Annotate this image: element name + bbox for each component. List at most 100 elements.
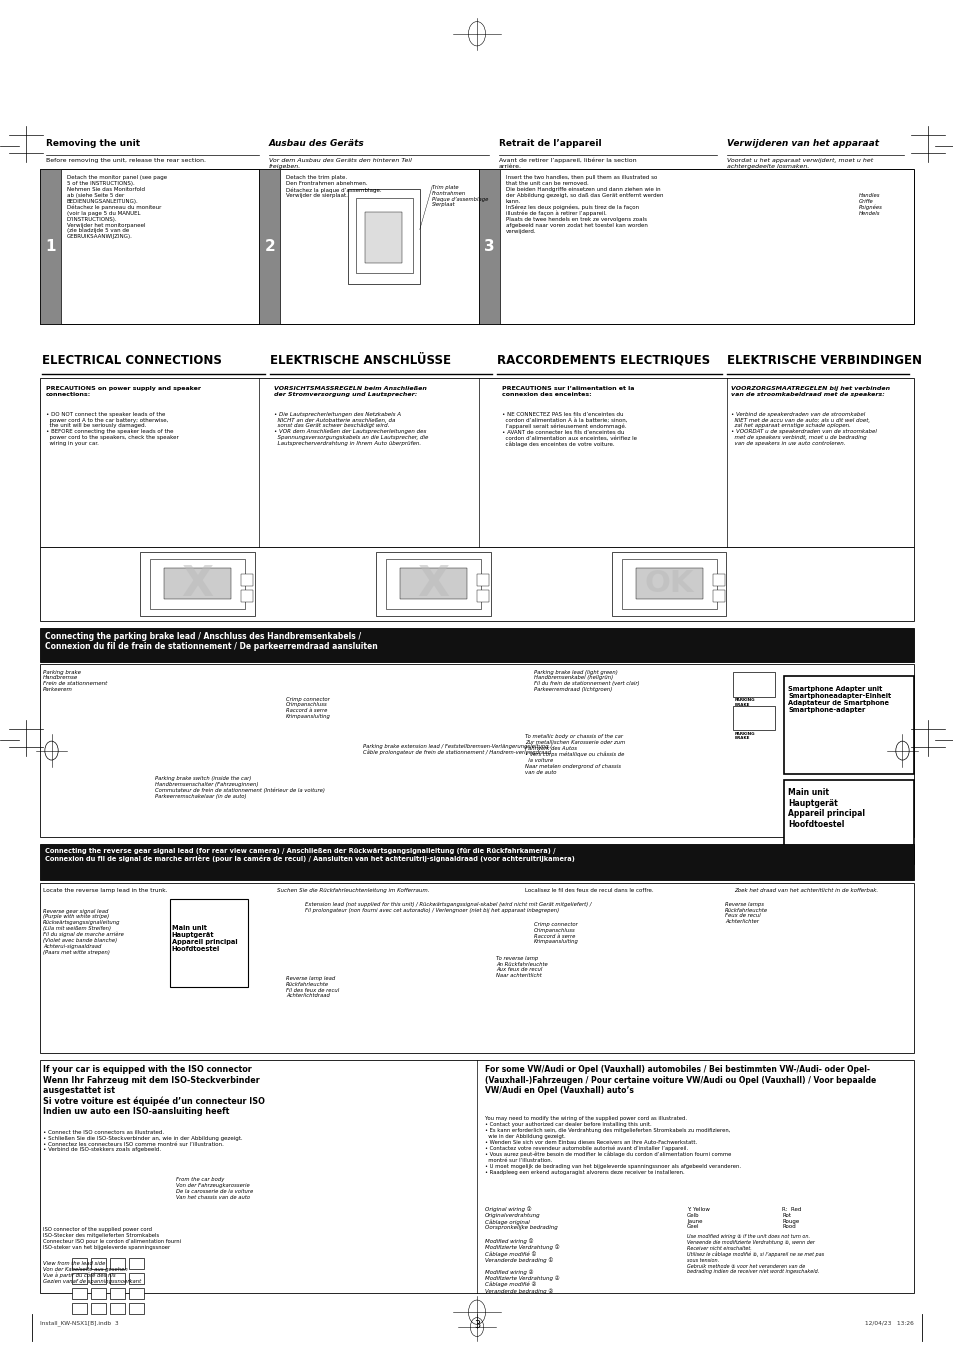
Text: Reverse lamps
Rückfahrleuchte
Feux de recul
Achterlichter: Reverse lamps Rückfahrleuchte Feux de re… <box>724 902 767 925</box>
Bar <box>348 189 419 284</box>
Bar <box>150 559 245 609</box>
Bar <box>40 169 61 324</box>
Bar <box>110 1273 125 1284</box>
Text: R:  Red
Rot
Rouge
Rood: R: Red Rot Rouge Rood <box>781 1207 801 1230</box>
Bar <box>476 590 488 602</box>
Bar <box>241 590 253 602</box>
Bar <box>476 574 488 586</box>
Text: PARKING
BRAKE: PARKING BRAKE <box>734 732 754 740</box>
Text: 2: 2 <box>264 239 275 254</box>
Text: Connecting the reverse gear signal lead (for rear view camera) / Anschließen der: Connecting the reverse gear signal lead … <box>45 848 574 863</box>
Text: Parking brake
Handbremse
Frein de stationnement
Parkeerem: Parking brake Handbremse Frein de statio… <box>43 670 107 693</box>
Text: Extension lead (not supplied for this unit) / Rückwärtsgangssignal-skabel (wird : Extension lead (not supplied for this un… <box>305 902 591 913</box>
Text: Handles
Griffe
Poignées
Hendels: Handles Griffe Poignées Hendels <box>858 193 882 216</box>
Bar <box>71 1288 87 1299</box>
Bar <box>129 1258 144 1269</box>
Text: ELEKTRISCHE VERBINDINGEN: ELEKTRISCHE VERBINDINGEN <box>726 354 921 367</box>
Text: Reverse gear signal lead
(Purple with white stripe)
Rückwärtsgangssignalleitung
: Reverse gear signal lead (Purple with wh… <box>43 909 124 954</box>
Bar <box>110 1258 125 1269</box>
Text: Locate the reverse lamp lead in the trunk.: Locate the reverse lamp lead in the trun… <box>43 888 168 894</box>
Bar <box>621 559 717 609</box>
Bar <box>91 1258 106 1269</box>
Text: Install_KW-NSX1[B].indb  3: Install_KW-NSX1[B].indb 3 <box>40 1320 118 1326</box>
Text: ELEKTRISCHE ANSCHLÜSSE: ELEKTRISCHE ANSCHLÜSSE <box>270 354 451 367</box>
Text: 12/04/23   13:26: 12/04/23 13:26 <box>864 1320 913 1326</box>
Text: VORSICHTSMASSREGELN beim Anschließen
der Stromversorgung und Lautsprecher:: VORSICHTSMASSREGELN beim Anschließen der… <box>274 386 426 397</box>
Text: Voordat u het apparaat verwijdert, moet u het
achtergedeelte losmaken.: Voordat u het apparaat verwijdert, moet … <box>726 158 872 169</box>
Text: For some VW/Audi or Opel (Vauxhall) automobiles / Bei bestimmten VW-/Audi- oder : For some VW/Audi or Opel (Vauxhall) auto… <box>484 1065 875 1095</box>
Bar <box>71 1273 87 1284</box>
Bar <box>732 672 774 697</box>
Bar <box>375 552 490 616</box>
Bar <box>40 664 913 837</box>
Bar <box>399 568 466 599</box>
Bar <box>478 169 499 324</box>
Text: Reverse lamp lead
Rückfahrleuchte
Fil des feux de recul
Achterlichtdraad: Reverse lamp lead Rückfahrleuchte Fil de… <box>286 976 339 999</box>
Text: Main unit
Hauptgerät
Appareil principal
Hoofdtoestel: Main unit Hauptgerät Appareil principal … <box>787 788 864 829</box>
Text: Verwijderen van het apparaat: Verwijderen van het apparaat <box>726 139 878 148</box>
Text: If your car is equipped with the ISO connector
Wenn Ihr Fahrzeug mit dem ISO-Ste: If your car is equipped with the ISO con… <box>43 1065 265 1116</box>
Text: PRECAUTIONS sur l’alimentation et la
connexion des enceintes:: PRECAUTIONS sur l’alimentation et la con… <box>501 386 634 397</box>
Bar <box>783 780 913 864</box>
Text: • DO NOT connect the speaker leads of the
  power cord A to the car battery; oth: • DO NOT connect the speaker leads of th… <box>46 412 178 446</box>
Text: To metallic body or chassis of the car
Zur metallischen Karosserie oder zum
Fahr: To metallic body or chassis of the car Z… <box>524 734 624 775</box>
Bar <box>164 568 231 599</box>
Text: Y: Yellow
Gelb
Jaune
Geel: Y: Yellow Gelb Jaune Geel <box>686 1207 709 1230</box>
Text: Suchen Sie die Rückfahrleuchtenleitung im Kofferraum.: Suchen Sie die Rückfahrleuchtenleitung i… <box>276 888 429 894</box>
Bar <box>40 844 913 880</box>
Text: Parking brake switch (inside the car)
Handbremsenschalter (Fahrzeuginnen)
Commut: Parking brake switch (inside the car) Ha… <box>154 776 324 799</box>
Bar <box>129 1273 144 1284</box>
Text: Modified wiring ①
Modifizierte Verdrahtung ①
Câblage modifié ①
Veranderde bedrad: Modified wiring ① Modifizierte Verdrahtu… <box>484 1238 558 1264</box>
Text: Removing the unit: Removing the unit <box>46 139 140 148</box>
Text: PARKING
BRAKE: PARKING BRAKE <box>734 698 754 706</box>
Bar <box>170 899 248 987</box>
Bar <box>129 1288 144 1299</box>
Bar <box>91 1303 106 1314</box>
Bar <box>713 574 724 586</box>
Text: You may need to modify the wiring of the supplied power cord as illustrated.
• C: You may need to modify the wiring of the… <box>484 1116 740 1174</box>
Bar <box>783 676 913 774</box>
Text: 3: 3 <box>483 239 495 254</box>
Text: Crimp connector
Crimpanschluss
Raccord à serre
Krimpaansluiting: Crimp connector Crimpanschluss Raccord à… <box>534 922 578 945</box>
Bar <box>40 1060 913 1293</box>
Bar <box>636 568 702 599</box>
Text: X: X <box>181 563 213 605</box>
Bar <box>71 1303 87 1314</box>
Text: VOORZORGSMAATREGELEN bij het verbinden
van de stroomkabeldraad met de speakers:: VOORZORGSMAATREGELEN bij het verbinden v… <box>730 386 889 397</box>
Text: PRECAUTIONS on power supply and speaker
connections:: PRECAUTIONS on power supply and speaker … <box>46 386 200 397</box>
Text: ELECTRICAL CONNECTIONS: ELECTRICAL CONNECTIONS <box>42 354 222 367</box>
Text: Original wiring ①
Originalverdrahtung
Câblage original
Oorspronkelijke bedrading: Original wiring ① Originalverdrahtung Câ… <box>484 1207 557 1230</box>
Bar <box>40 378 913 547</box>
Text: 1: 1 <box>45 239 56 254</box>
Bar <box>40 883 913 1053</box>
Bar <box>365 212 401 263</box>
Text: Detach the trim plate.
Den Frontrahmen abnehmen.
Détachez la plaque d’assemblage: Detach the trim plate. Den Frontrahmen a… <box>286 176 381 198</box>
Text: • Die Lautsprecherleitungen des Netzkabels A
  NICHT an der Autobatterie anschli: • Die Lautsprecherleitungen des Netzkabe… <box>274 412 428 446</box>
Bar <box>91 1273 106 1284</box>
Text: OK: OK <box>644 570 693 598</box>
Text: To reverse lamp
An Rückfahrleuchte
Aux feux de recul
Naar achteritlicht: To reverse lamp An Rückfahrleuchte Aux f… <box>496 956 547 979</box>
Text: View from the lead side
Von der Kabelseite aus gesehen
Vue à partir du côté des : View from the lead side Von der Kabelsei… <box>43 1261 141 1284</box>
Text: Vor dem Ausbau des Geräts den hinteren Teil
freigeben.: Vor dem Ausbau des Geräts den hinteren T… <box>269 158 412 169</box>
Text: Retrait de l’appareil: Retrait de l’appareil <box>498 139 601 148</box>
Bar <box>355 198 413 273</box>
Bar <box>110 1303 125 1314</box>
Text: Ausbau des Geräts: Ausbau des Geräts <box>269 139 364 148</box>
Text: • Connect the ISO connectors as illustrated.
• Schließen Sie die ISO-Steckverbin: • Connect the ISO connectors as illustra… <box>43 1130 242 1153</box>
Text: Trim plate
Frontrahmen
Plaque d’assemblage
Sierplaat: Trim plate Frontrahmen Plaque d’assembla… <box>432 185 488 208</box>
Text: Avant de retirer l’appareil, libérer la section
arrière.: Avant de retirer l’appareil, libérer la … <box>498 158 636 169</box>
Bar <box>385 559 480 609</box>
Bar <box>259 169 280 324</box>
Text: Use modified wiring ② if the unit does not turn on.
Verwende die modifizierte Ve: Use modified wiring ② if the unit does n… <box>686 1234 823 1274</box>
Text: Crimp connector
Crimpanschluss
Raccord à serre
Krimpaansluiting: Crimp connector Crimpanschluss Raccord à… <box>286 697 331 720</box>
Bar <box>71 1258 87 1269</box>
Text: Insert the two handles, then pull them as illustrated so
that the unit can be re: Insert the two handles, then pull them a… <box>505 176 662 234</box>
Text: Smartphone Adapter unit
Smartphoneadapter-Einheit
Adaptateur de Smartphone
Smart: Smartphone Adapter unit Smartphoneadapte… <box>787 686 890 713</box>
Text: Before removing the unit, release the rear section.: Before removing the unit, release the re… <box>46 158 206 163</box>
Text: Zoek het draad van het achteritlicht in de kofferbak.: Zoek het draad van het achteritlicht in … <box>734 888 878 894</box>
Bar <box>129 1303 144 1314</box>
Bar <box>713 590 724 602</box>
Bar <box>140 552 254 616</box>
Bar <box>612 552 726 616</box>
Text: Localisez le fil des feux de recul dans le coffre.: Localisez le fil des feux de recul dans … <box>524 888 653 894</box>
